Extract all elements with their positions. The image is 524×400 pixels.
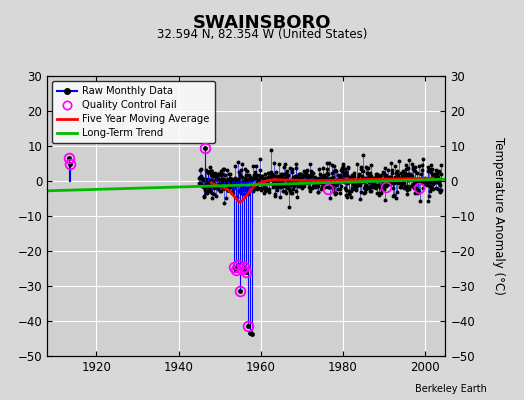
Text: SWAINSBORO: SWAINSBORO (193, 14, 331, 32)
Legend: Raw Monthly Data, Quality Control Fail, Five Year Moving Average, Long-Term Tren: Raw Monthly Data, Quality Control Fail, … (52, 81, 214, 143)
Y-axis label: Temperature Anomaly (°C): Temperature Anomaly (°C) (492, 137, 505, 295)
Text: Berkeley Earth: Berkeley Earth (416, 384, 487, 394)
Text: 32.594 N, 82.354 W (United States): 32.594 N, 82.354 W (United States) (157, 28, 367, 41)
